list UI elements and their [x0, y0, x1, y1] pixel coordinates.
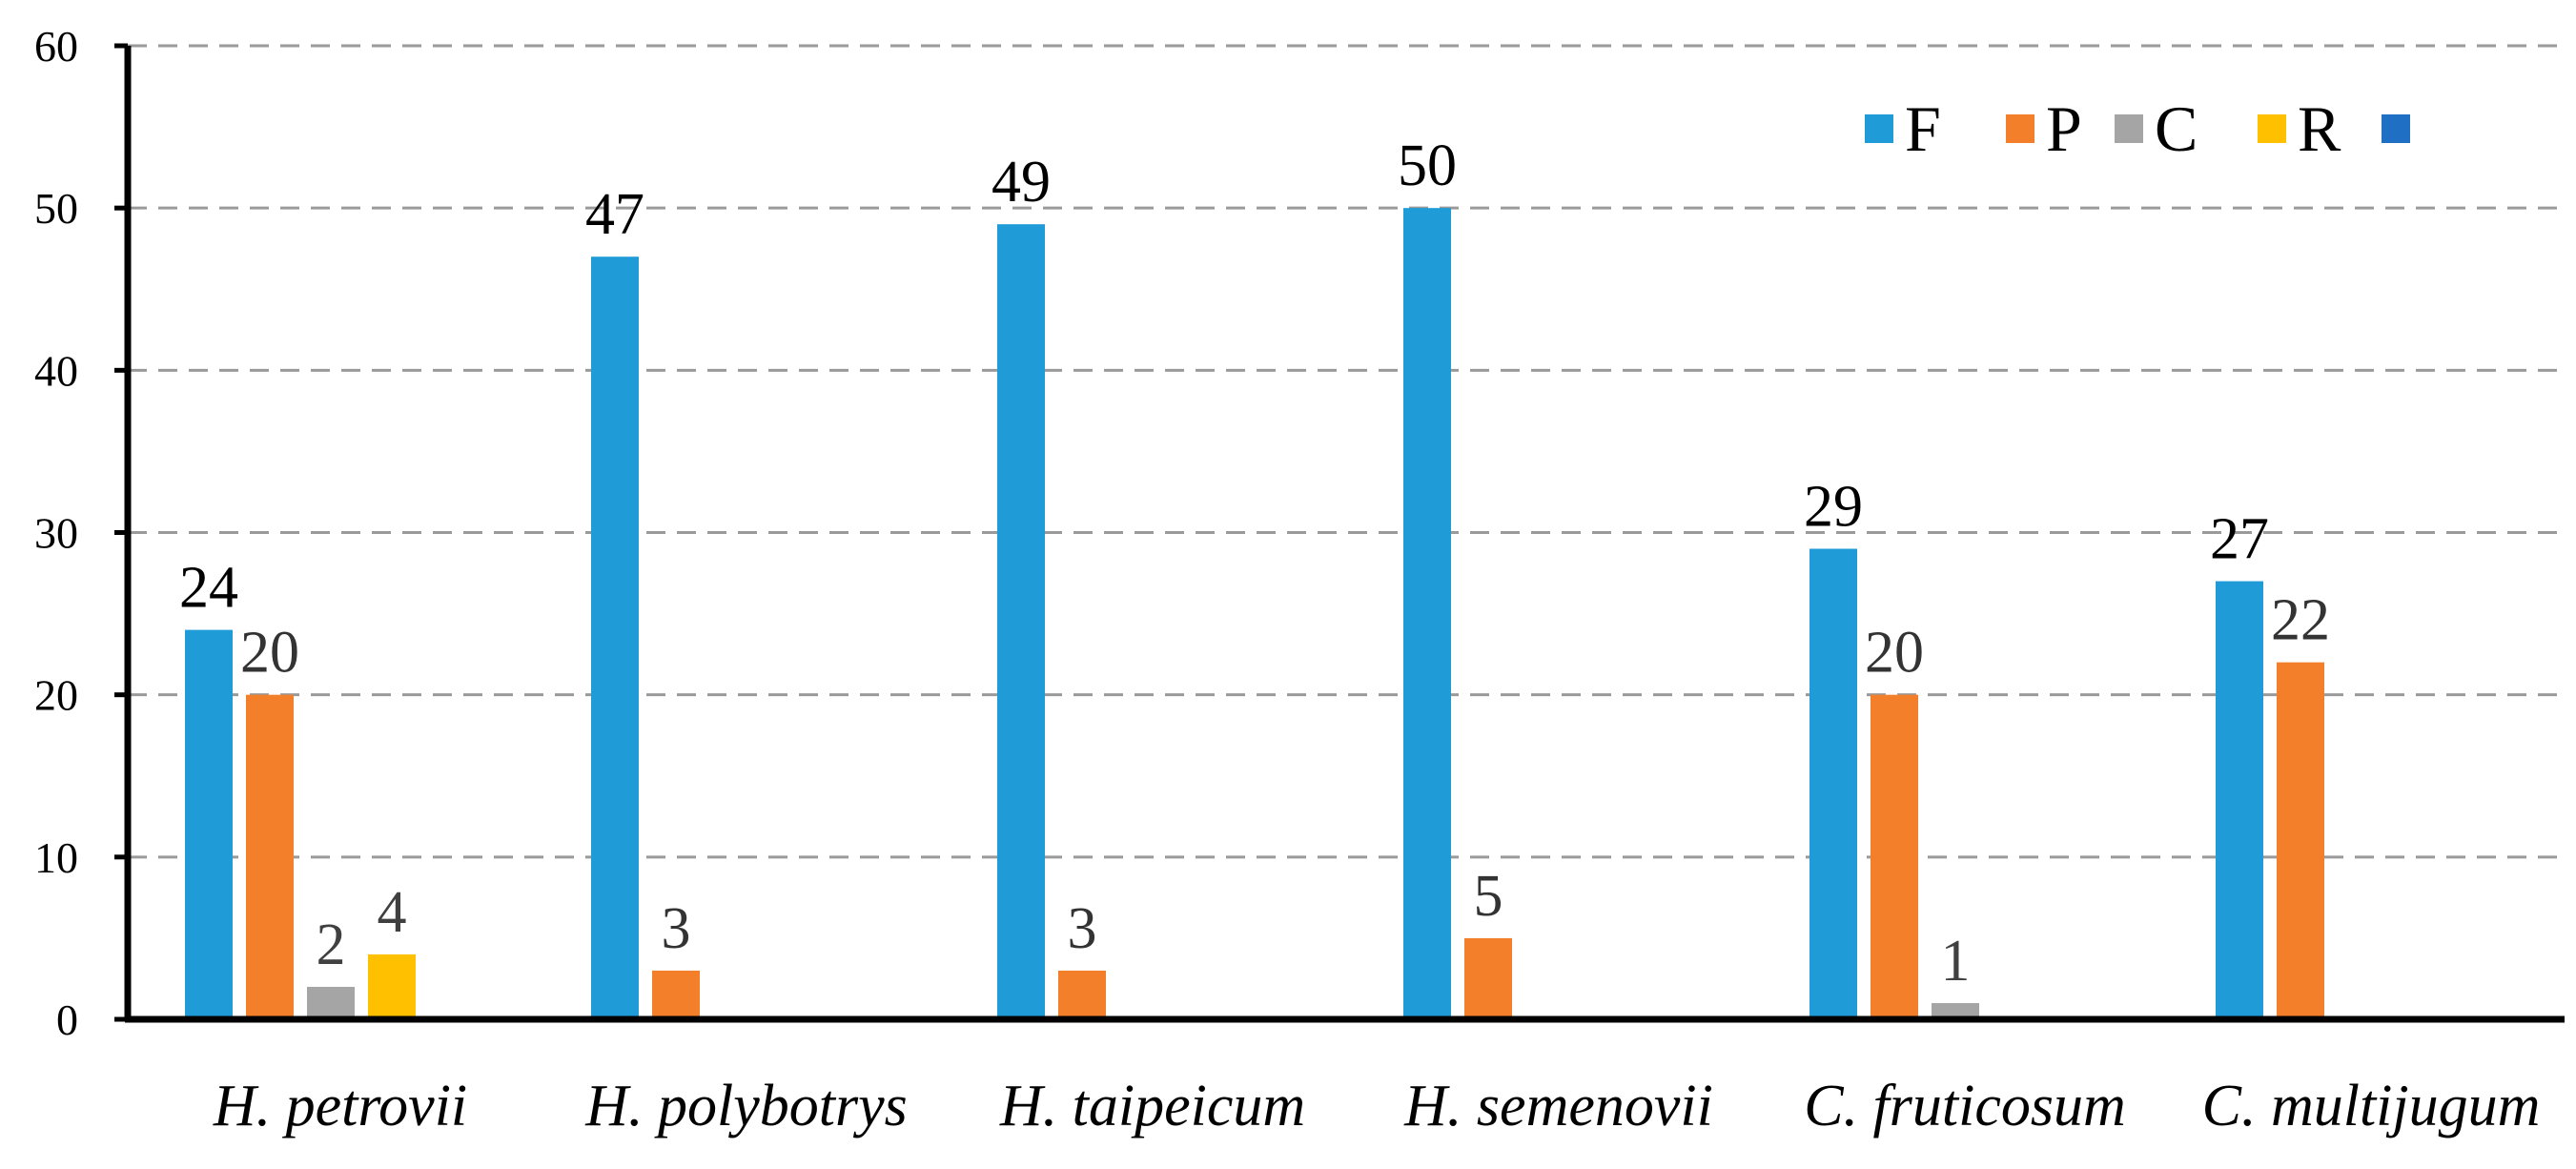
data-label: 5: [1474, 864, 1503, 929]
x-tick-label: H. semenovii: [1403, 1074, 1713, 1138]
y-tick-label: 50: [34, 184, 78, 233]
bars: [185, 208, 2324, 1019]
bar: [1058, 970, 1106, 1019]
legend-swatch: [2115, 114, 2143, 143]
legend-label: P: [2046, 92, 2082, 165]
bar: [1403, 208, 1451, 1019]
bar: [997, 224, 1045, 1019]
y-tick-label: 60: [34, 22, 78, 71]
category-labels: H. petrovii H. polybotrys H. taipeicum H. s…: [213, 1074, 2541, 1138]
bar: [591, 256, 639, 1019]
legend-label: F: [1905, 92, 1941, 165]
legend-swatch: [1865, 114, 1893, 143]
data-label: 49: [992, 150, 1051, 215]
y-tick-label: 0: [56, 995, 78, 1044]
bar: [246, 694, 294, 1019]
bar: [307, 986, 355, 1019]
data-label: 2: [317, 913, 346, 977]
bar: [2216, 581, 2263, 1019]
data-label: 50: [1398, 133, 1457, 198]
data-label: 29: [1804, 475, 1863, 540]
legend-swatch: [2006, 114, 2034, 143]
data-label: 1: [1941, 929, 1971, 994]
data-label: 27: [2210, 507, 2269, 572]
y-ticks: 0 10 20 30 40 50 60: [34, 22, 128, 1044]
bar: [1932, 1002, 1979, 1019]
x-tick-label: H. petrovii: [213, 1074, 467, 1138]
y-tick-label: 30: [34, 509, 78, 558]
legend-label: R: [2298, 92, 2341, 165]
data-label: 4: [378, 880, 407, 945]
y-tick-label: 10: [34, 833, 78, 882]
data-label: 3: [662, 896, 691, 961]
x-tick-label: C. multijugum: [2202, 1074, 2541, 1138]
bar: [1871, 694, 1918, 1019]
legend-swatch: [2258, 114, 2286, 143]
data-label: 20: [240, 621, 299, 686]
bar: [2277, 662, 2324, 1019]
legend-swatch: [2382, 114, 2410, 143]
x-tick-label: H. taipeicum: [999, 1074, 1305, 1138]
gridlines: [128, 44, 2565, 859]
data-label: 47: [585, 182, 644, 247]
data-label: 22: [2271, 588, 2330, 653]
bar: [1809, 548, 1857, 1019]
x-tick-label: C. fruticosum: [1804, 1074, 2126, 1138]
y-tick-label: 40: [34, 346, 78, 395]
x-tick-label: H. polybotrys: [584, 1074, 908, 1138]
axes: [124, 46, 2565, 1023]
legend-label: C: [2155, 92, 2198, 165]
bar: [1464, 937, 1512, 1019]
bar: [652, 970, 700, 1019]
bar: [185, 629, 233, 1019]
data-label: 20: [1865, 621, 1924, 686]
y-tick-label: 20: [34, 671, 78, 720]
data-label: 24: [179, 556, 238, 621]
bar: [368, 954, 416, 1019]
data-label: 3: [1068, 896, 1097, 961]
